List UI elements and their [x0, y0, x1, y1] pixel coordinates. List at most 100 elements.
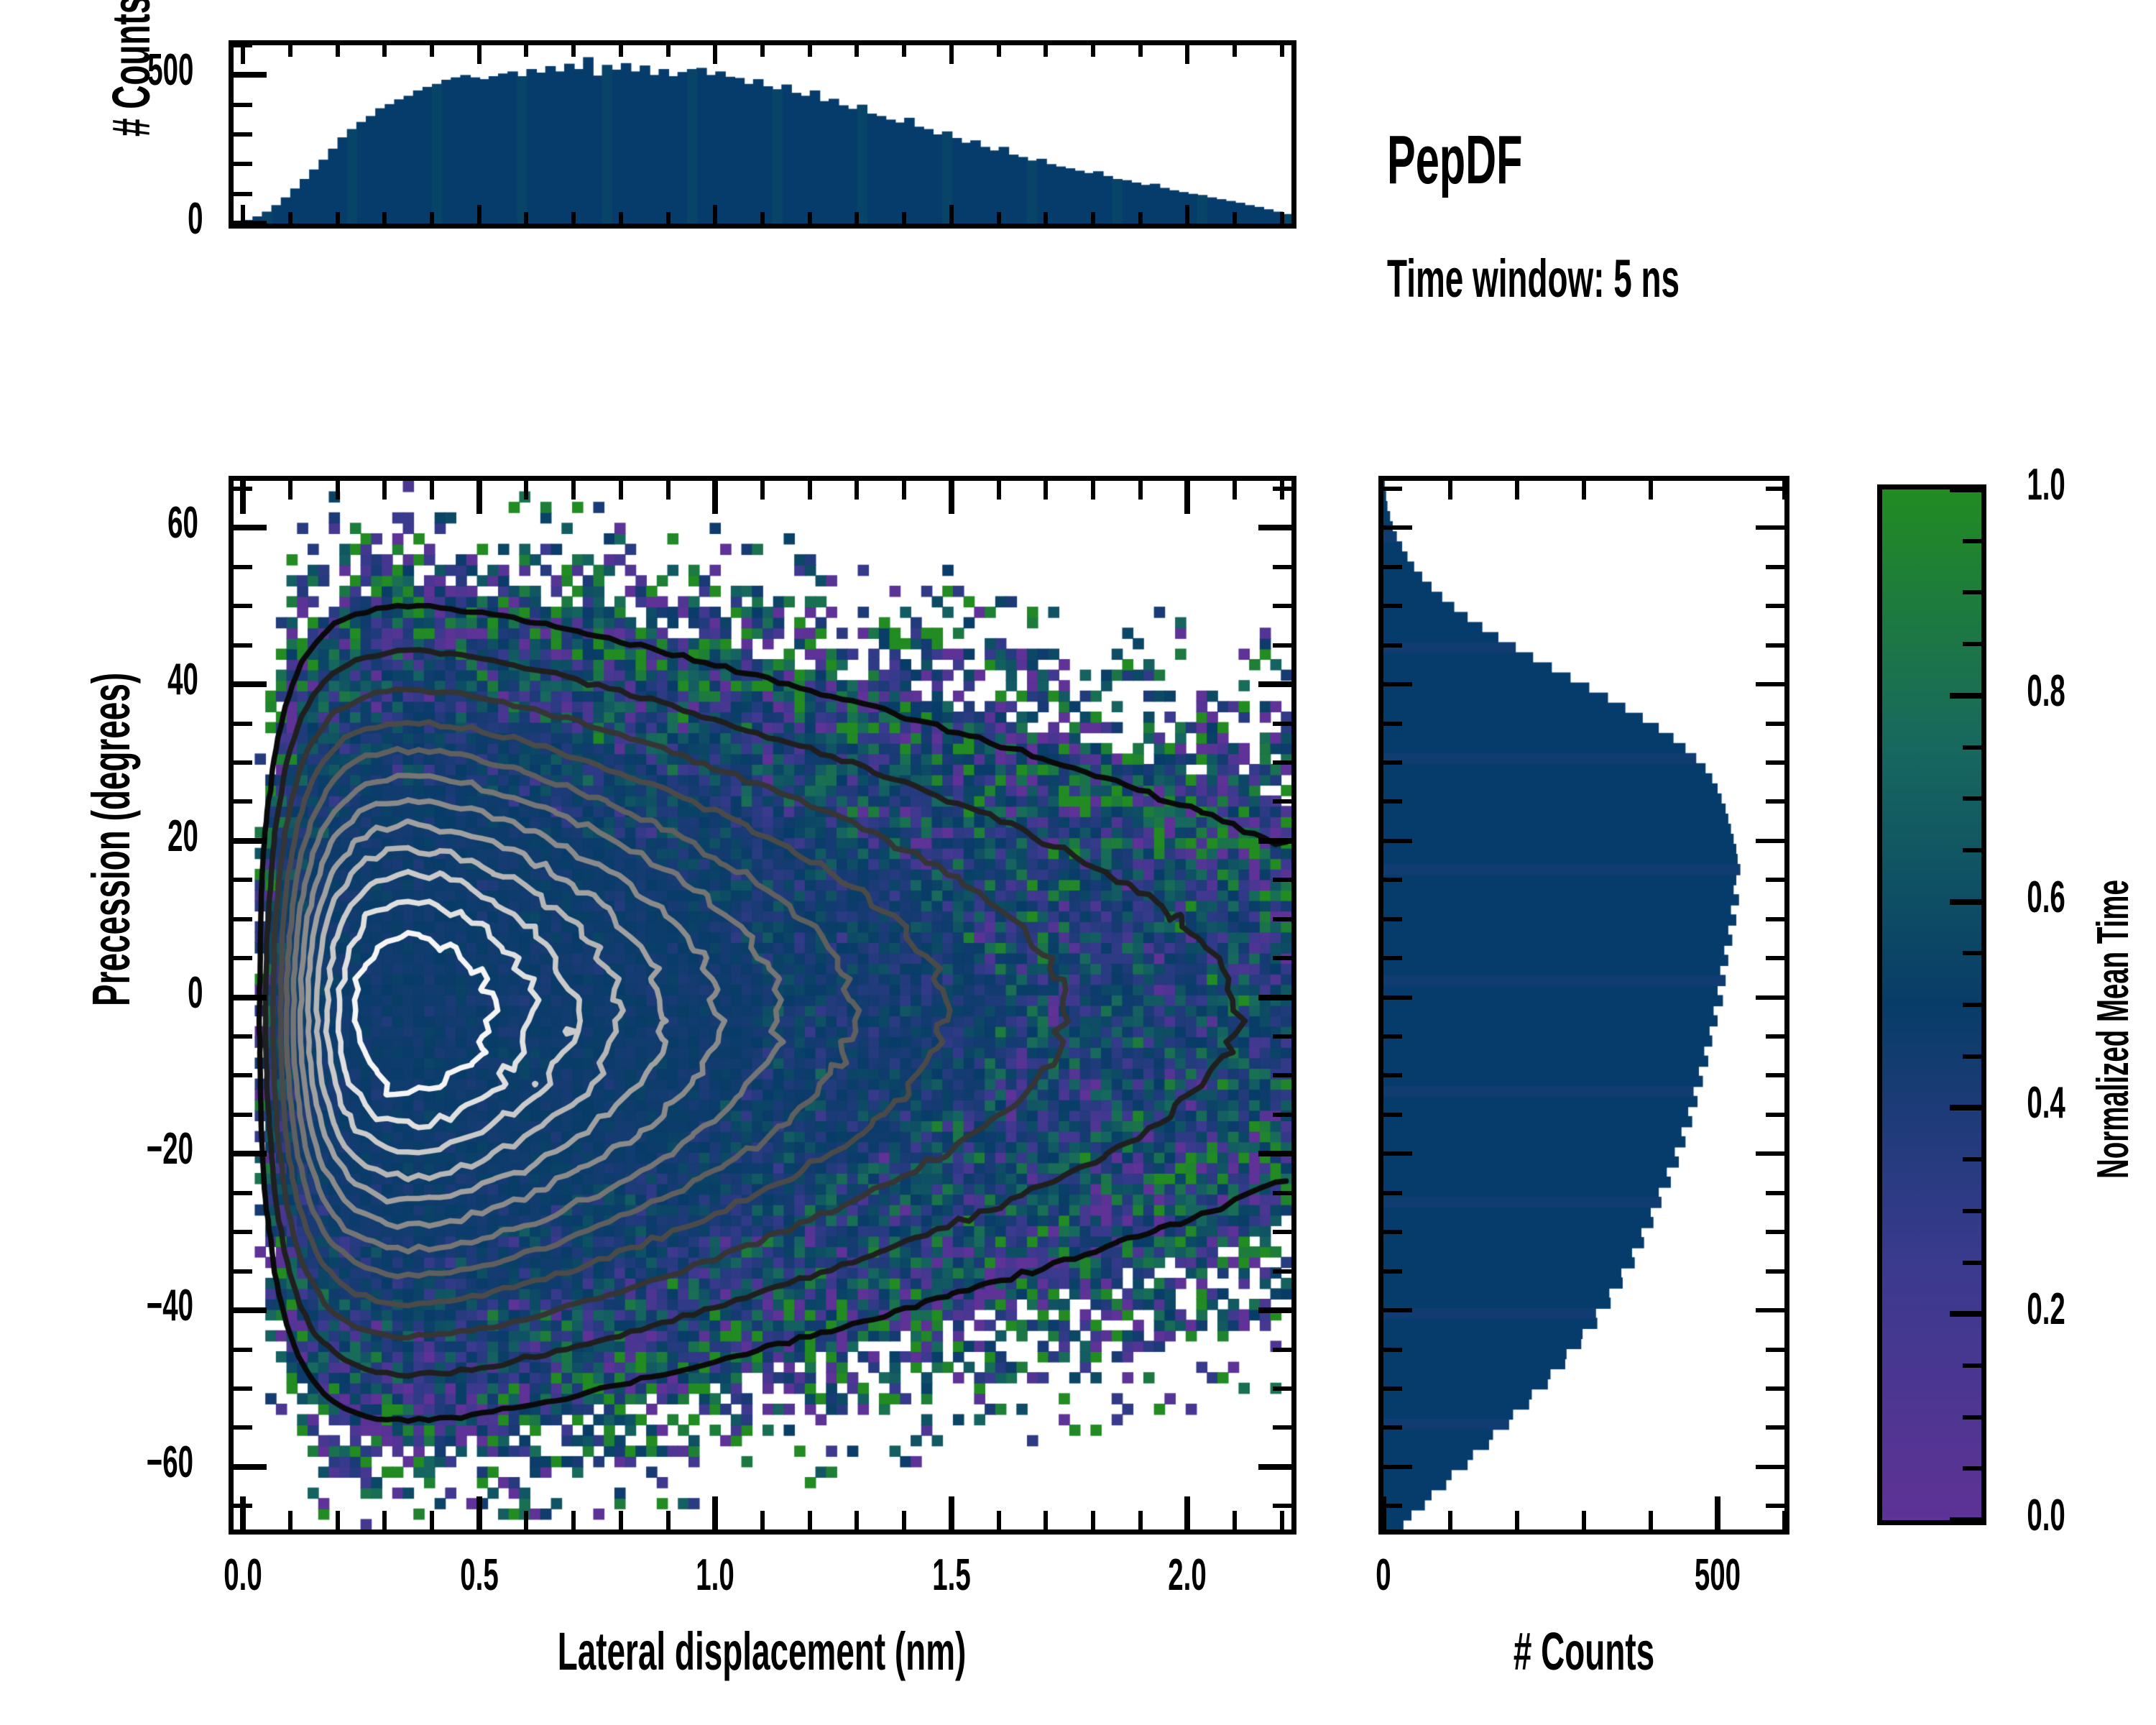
tick-mark [902, 481, 907, 500]
tick-mark [1383, 1504, 1402, 1509]
tick-mark [1383, 1112, 1402, 1117]
tick-label: 2.0 [1168, 1550, 1207, 1600]
tick-label: 1.0 [2027, 460, 2065, 510]
tick-mark [1091, 1511, 1095, 1530]
tick-label: 1.5 [932, 1550, 971, 1600]
tick-mark [1273, 604, 1291, 609]
tick-mark [1963, 642, 1981, 647]
tick-mark [760, 45, 765, 57]
top-histogram-panel [229, 40, 1296, 229]
tick-mark [1279, 45, 1284, 57]
tick-mark [1766, 878, 1784, 883]
tick-mark [1381, 1496, 1386, 1530]
tick-mark [949, 205, 954, 224]
tick-mark [234, 191, 252, 196]
tick-mark [1273, 956, 1291, 961]
tick-mark [1515, 1511, 1519, 1530]
tick-mark [476, 205, 482, 224]
tick-mark [524, 45, 529, 57]
tick-mark [1782, 1511, 1787, 1530]
tick-mark [1963, 1414, 1981, 1420]
tick-mark [1383, 799, 1402, 804]
tick-mark [234, 799, 252, 804]
tick-mark [1582, 1511, 1586, 1530]
tick-mark [1963, 1157, 1981, 1162]
colorbar-label: Normalized Mean Time [2088, 880, 2138, 1179]
tick-mark [1273, 799, 1291, 804]
tick-mark [1950, 1517, 1981, 1523]
tick-mark [807, 212, 812, 224]
tick-mark [1044, 481, 1049, 500]
tick-mark [571, 481, 576, 500]
tick-mark [287, 1511, 292, 1530]
tick-mark [1273, 1386, 1291, 1391]
tick-mark [1044, 1511, 1049, 1530]
tick-mark [234, 994, 267, 1000]
tick-mark [996, 481, 1001, 500]
tick-mark [234, 486, 252, 491]
tick-mark [234, 525, 267, 531]
tick-mark [1273, 760, 1291, 765]
tick-mark [1950, 692, 1981, 699]
tick-mark [1258, 1463, 1291, 1470]
tick-mark [1383, 1464, 1412, 1469]
tick-mark [1258, 681, 1291, 688]
tick-mark [430, 45, 434, 57]
tick-mark [713, 45, 718, 64]
tick-mark [1963, 1003, 1981, 1007]
tick-mark [1963, 1466, 1981, 1471]
tick-mark [382, 212, 387, 224]
tick-mark [1044, 212, 1049, 224]
tick-mark [902, 212, 907, 224]
tick-mark [1383, 486, 1402, 491]
tick-label: 0.0 [224, 1550, 262, 1600]
tick-mark [1963, 951, 1981, 956]
tick-mark [1273, 1347, 1291, 1352]
tick-mark [1138, 481, 1143, 500]
tick-mark [854, 45, 860, 57]
tick-mark [1448, 1511, 1452, 1530]
tick-mark [430, 481, 434, 500]
tick-mark [807, 1511, 812, 1530]
tick-mark [1715, 1496, 1720, 1530]
tick-mark [1766, 1504, 1784, 1509]
tick-mark [1091, 212, 1095, 224]
tick-mark [665, 481, 671, 500]
tick-mark [571, 1511, 576, 1530]
tick-mark [234, 1190, 252, 1195]
tick-mark [234, 956, 252, 961]
tick-mark [1766, 1386, 1784, 1391]
tick-mark [1258, 1151, 1291, 1157]
tick-mark [335, 1511, 340, 1530]
tick-mark [234, 1386, 252, 1391]
tick-mark [234, 1307, 267, 1314]
tick-mark [1273, 721, 1291, 726]
main-xaxis-label: Lateral displacement (nm) [557, 1622, 967, 1681]
tick-label: 60 [167, 498, 198, 548]
tick-mark [1383, 1269, 1402, 1274]
tick-mark [1950, 487, 1981, 492]
tick-mark [1273, 643, 1291, 648]
tick-mark [1963, 1260, 1981, 1265]
tick-mark [234, 837, 267, 844]
tick-mark [1766, 1269, 1784, 1274]
tick-mark [1138, 1511, 1143, 1530]
tick-mark [1766, 1112, 1784, 1117]
tick-mark [1756, 1151, 1784, 1156]
tick-mark [1258, 994, 1291, 1000]
tick-mark [1782, 481, 1787, 500]
tick-mark [1383, 838, 1412, 843]
tick-mark [571, 45, 576, 57]
tick-mark [234, 1230, 252, 1235]
tick-mark [1383, 1190, 1402, 1195]
figure-subtitle: Time window: 5 ns [1387, 249, 1680, 308]
tick-mark [1258, 837, 1291, 844]
tick-label: 40 [167, 655, 198, 705]
tick-mark [1766, 1034, 1784, 1039]
tick-mark [234, 643, 252, 648]
tick-mark [1963, 1208, 1981, 1213]
tick-mark [234, 878, 252, 883]
tick-mark [234, 102, 252, 107]
tick-mark [1273, 916, 1291, 921]
tick-mark [1273, 1073, 1291, 1078]
